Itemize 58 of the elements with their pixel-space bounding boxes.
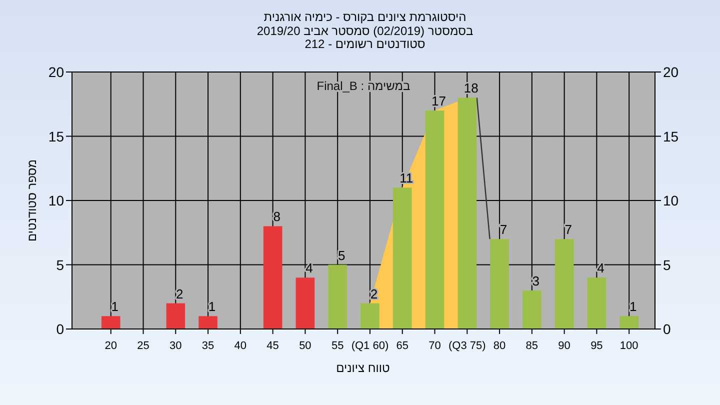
x-tick-label: 95 — [590, 340, 603, 352]
bar — [166, 303, 186, 329]
x-tick-label: 30 — [170, 340, 182, 352]
data-label: 4 — [306, 260, 313, 276]
data-label: 3 — [532, 273, 540, 288]
data-label: 1 — [111, 299, 118, 314]
data-label: 1 — [629, 299, 637, 314]
y2-tick-label: 10 — [663, 192, 679, 208]
data-label: 4 — [597, 260, 604, 276]
y2-tick-label: 0 — [663, 321, 671, 337]
x-tick-label: (Q1 60) — [351, 340, 389, 352]
bar — [620, 316, 638, 329]
bar — [328, 264, 347, 329]
bar — [490, 239, 509, 329]
bar — [101, 316, 120, 329]
x-tick-label: 70 — [428, 340, 441, 352]
y-tick-label: 0 — [56, 321, 64, 337]
data-label: 8 — [273, 209, 280, 224]
y2-tick-label: 20 — [663, 64, 679, 80]
x-tick-label: 55 — [331, 340, 344, 352]
bar — [425, 110, 444, 329]
x-tick-label: 85 — [526, 340, 538, 352]
bar — [360, 303, 380, 329]
x-tick-label: 20 — [104, 340, 117, 352]
x-tick-label: 80 — [493, 340, 506, 352]
y-tick-label: 5 — [56, 256, 64, 273]
y2-tick-label: 5 — [663, 256, 671, 273]
x-tick-label: 40 — [234, 340, 247, 352]
x-tick-label: 50 — [299, 340, 312, 352]
y-axis-title: מספר סטודנטים — [25, 159, 39, 242]
bar — [522, 290, 542, 329]
bar — [587, 278, 606, 329]
bar — [263, 226, 282, 329]
y-tick-label: 15 — [48, 128, 64, 144]
data-label: 7 — [500, 222, 508, 238]
bar — [458, 98, 477, 329]
x-tick-label: 35 — [202, 340, 214, 352]
bar — [198, 316, 218, 329]
data-label: 2 — [176, 286, 184, 302]
x-tick-label: 25 — [137, 340, 150, 352]
x-tick-label: 45 — [266, 340, 279, 352]
y-tick-label: 10 — [48, 192, 64, 208]
chart-subtitle: בסמסטר (02/2019) סמסטר אביב 2019/20 סטודנטים רשומים - 212 — [256, 24, 474, 51]
data-label: 2 — [370, 286, 378, 302]
bar — [296, 278, 315, 329]
x-tick-label: (Q3 75) — [448, 340, 486, 352]
data-label: 7 — [564, 222, 572, 238]
x-axis-title: טווח ציונים — [336, 361, 390, 375]
bar — [392, 188, 412, 329]
chart-title: היסטוגרמת ציונים בקורס - כימיה אורגנית — [264, 10, 466, 24]
data-label: 5 — [338, 248, 346, 263]
x-tick-label: 65 — [396, 340, 408, 352]
x-tick-label: 90 — [558, 340, 570, 352]
data-label: 1 — [208, 299, 216, 314]
bar — [554, 239, 574, 329]
y-tick-label: 20 — [48, 64, 64, 80]
x-tick-label: 100 — [620, 340, 638, 352]
y2-tick-label: 15 — [663, 128, 679, 144]
